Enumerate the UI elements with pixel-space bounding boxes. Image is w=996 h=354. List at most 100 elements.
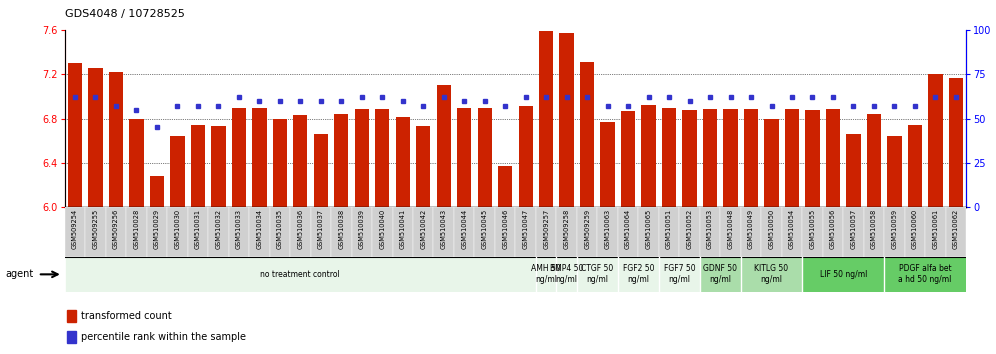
Bar [433,207,454,257]
Bar [949,78,963,207]
Text: GSM510061: GSM510061 [932,209,938,249]
Text: GSM510053: GSM510053 [707,209,713,249]
Text: KITLG 50
ng/ml: KITLG 50 ng/ml [754,264,789,284]
Bar [945,207,966,257]
Text: transformed count: transformed count [82,311,172,321]
Text: GSM510033: GSM510033 [236,209,242,249]
Bar [129,119,143,207]
Bar [826,109,841,207]
Bar [149,176,164,207]
Bar [373,207,392,257]
Bar [887,136,901,207]
Text: GSM510046: GSM510046 [502,209,508,249]
Text: GSM510035: GSM510035 [277,209,283,249]
Bar [700,257,741,292]
Bar [785,109,799,207]
Bar [519,107,533,207]
Text: GSM509255: GSM509255 [93,209,99,249]
Bar [679,207,700,257]
Bar [252,108,267,207]
Bar [806,110,820,207]
Bar [847,134,861,207]
Bar [498,166,512,207]
Bar [477,108,492,207]
Text: GSM509257: GSM509257 [543,209,549,249]
Bar [536,257,557,292]
Bar [823,207,844,257]
Text: GSM510052: GSM510052 [686,209,692,249]
Text: percentile rank within the sample: percentile rank within the sample [82,332,246,342]
Bar [208,207,229,257]
Text: GSM510054: GSM510054 [789,209,795,249]
Text: GSM510049: GSM510049 [748,209,754,249]
Bar [703,109,717,207]
Text: GSM510037: GSM510037 [318,209,324,249]
Bar [720,207,741,257]
Bar [682,110,697,207]
Bar [273,119,287,207]
Bar [413,207,433,257]
Bar [352,207,373,257]
Text: GSM510030: GSM510030 [174,209,180,249]
Bar [454,207,474,257]
Bar [557,257,577,292]
Text: GSM510060: GSM510060 [912,209,918,249]
Bar [560,33,574,207]
Bar [884,207,904,257]
Text: GSM510042: GSM510042 [420,209,426,249]
Bar [232,108,246,207]
Bar [516,207,536,257]
Bar [167,207,187,257]
Bar [884,257,966,292]
Bar [65,207,86,257]
Bar [662,108,676,207]
Text: GSM510064: GSM510064 [625,209,631,249]
Bar [764,119,779,207]
Text: GSM510038: GSM510038 [339,209,345,249]
Text: GSM510045: GSM510045 [482,209,488,249]
Bar [68,310,76,322]
Text: GSM510029: GSM510029 [154,209,160,249]
Bar [723,109,738,207]
Text: GSM510048: GSM510048 [727,209,733,249]
Bar [925,207,945,257]
Bar [700,207,720,257]
Text: FGF7 50
ng/ml: FGF7 50 ng/ml [663,264,695,284]
Bar [392,207,413,257]
Text: GSM510059: GSM510059 [891,209,897,249]
Bar [126,207,146,257]
Bar [601,122,615,207]
Text: GSM510032: GSM510032 [215,209,221,249]
Bar [580,62,595,207]
Bar [290,207,311,257]
Bar [641,105,655,207]
Bar [331,207,352,257]
Bar [638,207,658,257]
Bar [270,207,290,257]
Text: GDNF 50
ng/ml: GDNF 50 ng/ml [703,264,737,284]
Text: GSM510062: GSM510062 [953,209,959,249]
Text: GDS4048 / 10728525: GDS4048 / 10728525 [65,9,184,19]
Bar [187,207,208,257]
Bar [658,257,700,292]
Bar [68,63,82,207]
Text: BMP4 50
ng/ml: BMP4 50 ng/ml [550,264,584,284]
Text: GSM509259: GSM509259 [584,209,591,249]
Bar [334,114,349,207]
Bar [229,207,249,257]
Text: GSM510047: GSM510047 [523,209,529,249]
Text: GSM509256: GSM509256 [113,209,119,249]
Bar [802,257,884,292]
Bar [436,85,451,207]
Bar [782,207,802,257]
Text: GSM510051: GSM510051 [666,209,672,249]
Text: GSM510028: GSM510028 [133,209,139,249]
Text: AMH 50
ng/ml: AMH 50 ng/ml [531,264,561,284]
Bar [170,136,184,207]
Text: GSM510036: GSM510036 [298,209,304,249]
Text: GSM510043: GSM510043 [440,209,447,249]
Bar [68,331,76,343]
Text: GSM510044: GSM510044 [461,209,467,249]
Bar [190,125,205,207]
Bar [474,207,495,257]
